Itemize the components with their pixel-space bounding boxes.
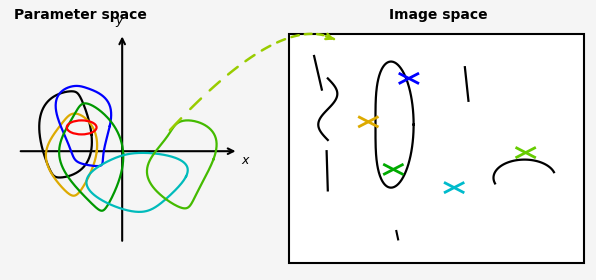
Text: x: x: [241, 154, 249, 167]
Text: Image space: Image space: [389, 8, 488, 22]
Text: Parameter space: Parameter space: [14, 8, 147, 22]
FancyBboxPatch shape: [289, 34, 584, 263]
Text: y: y: [116, 14, 123, 27]
